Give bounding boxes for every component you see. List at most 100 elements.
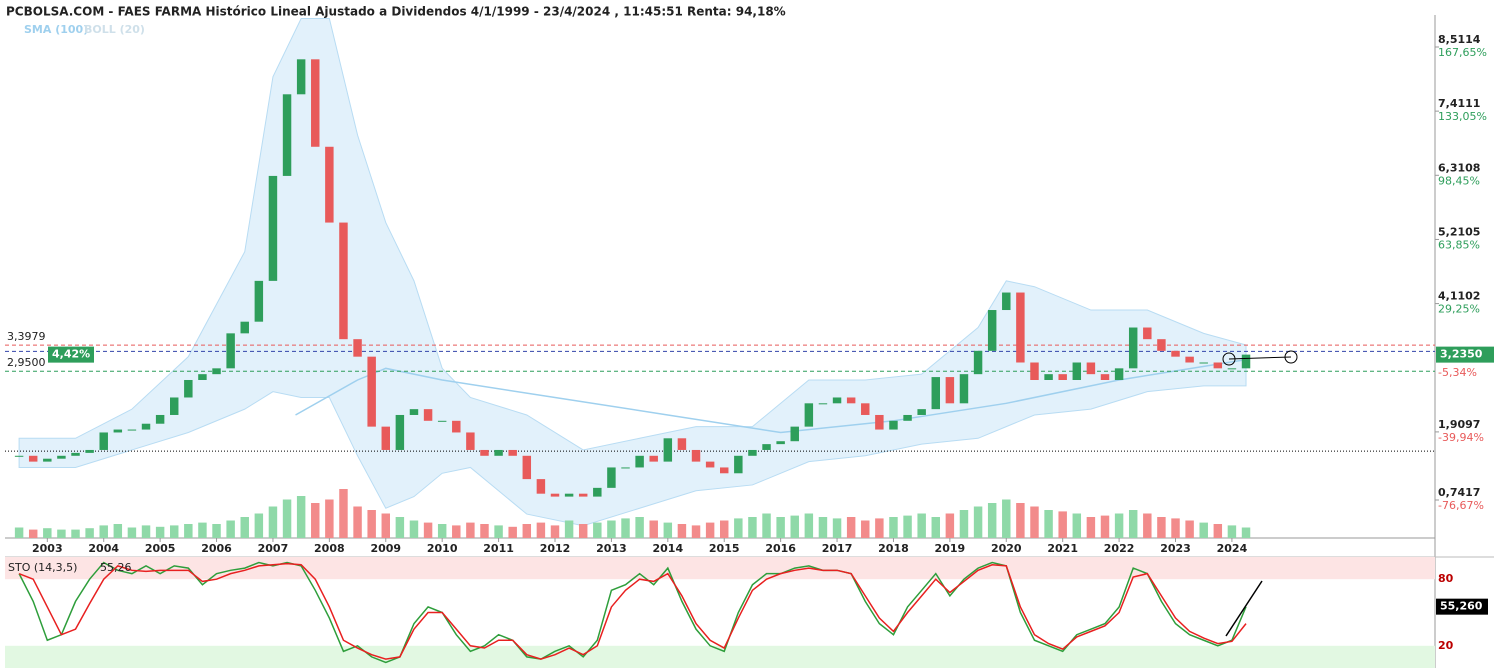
candle [1213,362,1223,369]
volume-bar [1199,522,1208,538]
candle [282,94,292,176]
volume-bar [127,527,137,538]
last-price-box [1436,346,1494,363]
candle [550,493,560,497]
candle [184,379,193,398]
x-tick-label: 2015 [709,542,740,555]
volume-bar [691,525,701,538]
candle [296,59,306,95]
candle [734,455,743,474]
oversold-zone [5,645,1435,668]
candle [945,377,955,404]
candle [903,414,912,421]
candle [649,455,658,462]
volume-bar [240,517,249,538]
candle [720,467,729,474]
volume-bar [381,513,390,538]
volume-bar [71,529,80,538]
candle [1241,354,1251,369]
overbought-zone [5,557,1435,580]
volume-bar [155,526,165,538]
candle [804,403,814,427]
candle [141,423,151,430]
trend-handle [1222,352,1236,366]
volume-bar [776,517,785,538]
candle [14,455,24,457]
candle [931,377,940,410]
volume-bar [339,489,348,538]
candle [212,368,221,375]
volume-bar [14,527,24,538]
legend-boll: BOLL (20) [84,23,145,36]
sto-trend [1225,580,1263,637]
volume-bar [353,506,362,538]
candle [155,414,165,424]
candle [1030,362,1039,380]
x-tick-label: 2006 [201,542,232,555]
y-tick-label: 7,4111 [1438,97,1480,110]
candle [71,452,80,456]
candle [1044,374,1053,380]
change-label: 4,42% [52,348,90,361]
candle [1100,374,1110,380]
y-tick-label: 8,5114 [1438,33,1481,46]
x-tick-label: 2009 [370,542,401,555]
candle [987,310,997,351]
volume-bar [578,524,588,538]
candle [325,146,334,223]
candle [1114,368,1124,380]
volume-bar [1143,513,1152,538]
candle [480,449,489,456]
y-tick-label: 4,1102 [1438,290,1480,303]
volume-bar [437,524,447,538]
candle [28,455,38,462]
volume-bar [1002,499,1011,538]
volume-bar [1128,510,1138,538]
x-tick-label: 2008 [314,542,345,555]
y-tick-pct: 167,65% [1438,46,1487,59]
candle [254,280,264,322]
y-tick-pct: -76,67% [1438,499,1484,512]
candle [691,449,701,462]
volume-bar [423,522,433,538]
volume-bar [804,513,814,538]
level-label: 2,9500 [7,356,46,369]
volume-bar [1241,527,1251,538]
y-tick-pct: 133,05% [1438,110,1487,123]
candle [1143,327,1152,340]
change-box [48,346,94,363]
volume-bar [466,522,475,538]
volume-bar [184,524,193,538]
legend-sma: SMA (100) [24,23,88,36]
volume-bar [945,513,955,538]
candle [1199,362,1208,364]
y-tick-label: 0,7417 [1438,486,1480,499]
volume-bar [705,522,715,538]
candle [776,441,785,445]
volume-bar [550,525,560,538]
volume-bar [212,524,221,538]
candle [635,455,644,468]
x-tick-label: 2019 [935,542,966,555]
volume-bar [1058,511,1067,538]
volume-bar [973,506,983,538]
x-tick-label: 2016 [765,542,796,555]
candle [875,414,884,430]
trend-handle [1284,350,1298,364]
last-price-label: 3,2350 [1440,348,1483,361]
volume-bar [846,517,856,538]
volume-bar [677,524,687,538]
candle [1058,374,1067,380]
volume-bar [1171,518,1180,538]
candle [832,397,842,404]
volume-bar [607,520,616,538]
candle [99,432,108,450]
candle [522,455,532,480]
sto-box-label: 55,260 [1440,600,1483,613]
y-tick-label: 20 [1438,639,1454,652]
x-tick-label: 2014 [653,542,684,555]
candle [973,350,983,375]
volume-bar [649,520,658,538]
volume-bar [931,517,940,538]
